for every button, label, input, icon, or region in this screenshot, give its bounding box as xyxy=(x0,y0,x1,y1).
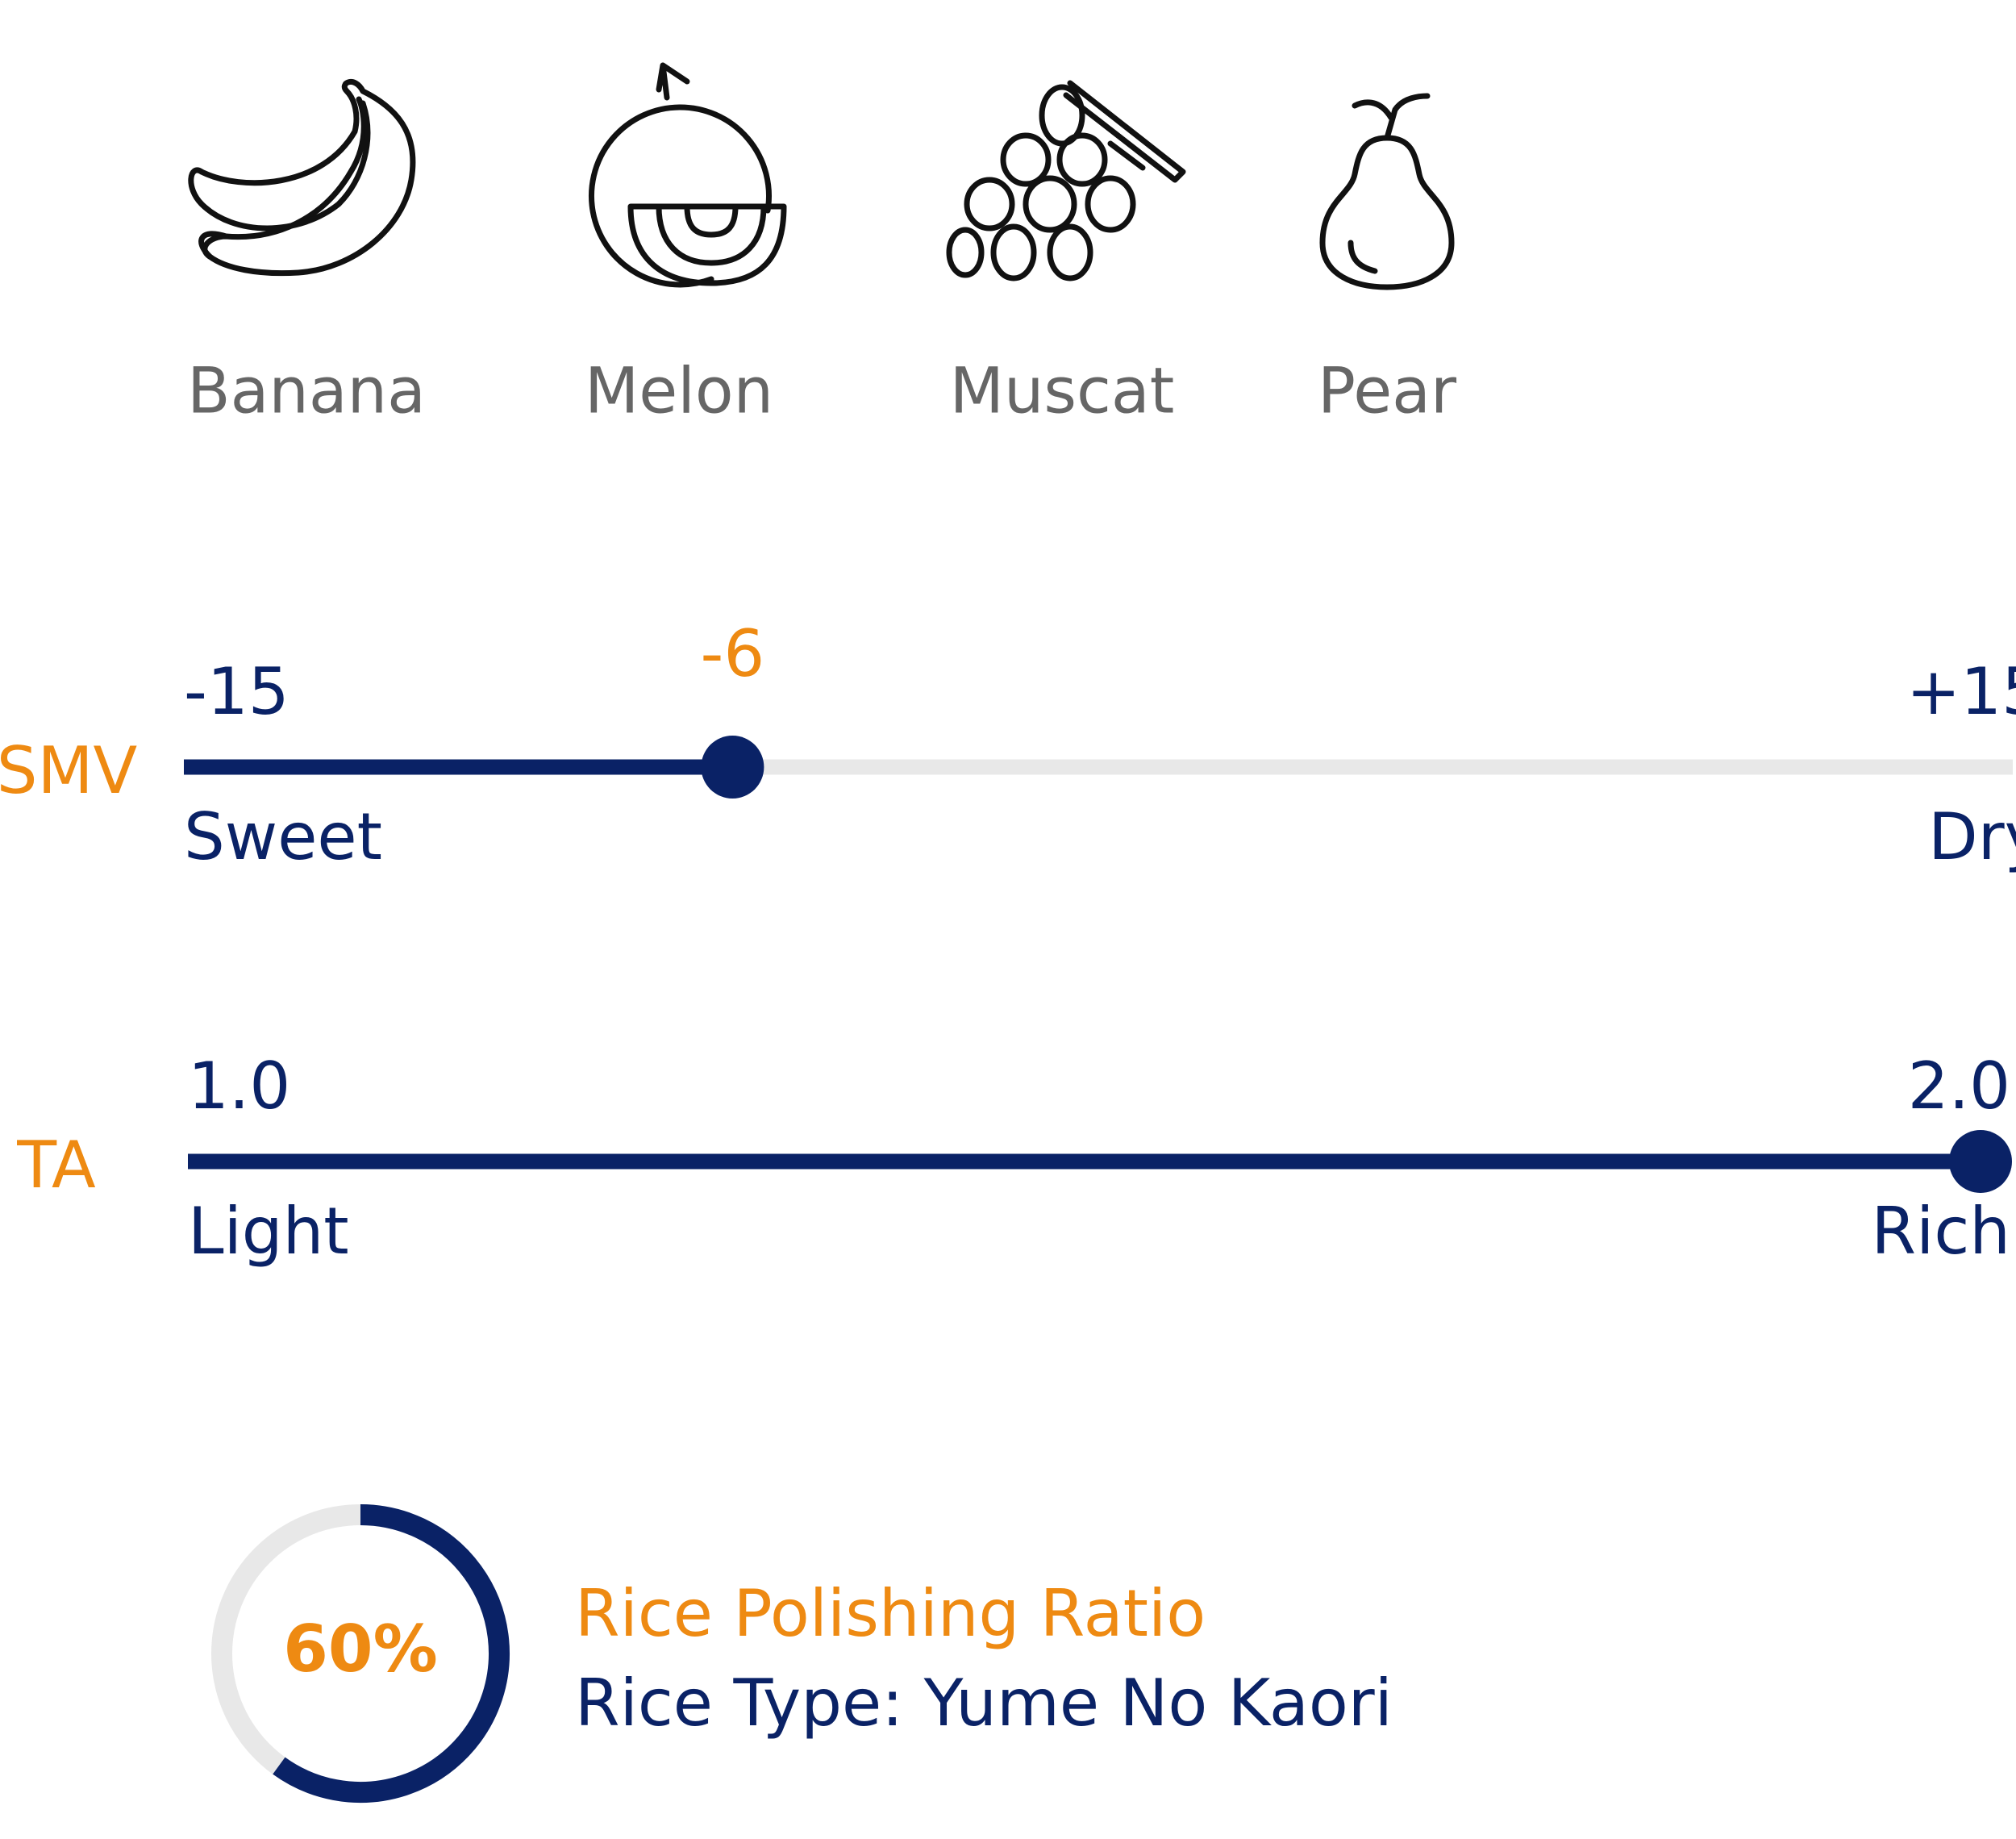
knob xyxy=(701,736,764,799)
ratio-value: 60% xyxy=(283,1612,437,1687)
slider-name: SMV xyxy=(0,733,138,808)
min-label: 1.0 xyxy=(188,1049,290,1124)
ratio-title: Rice Polishing Ratio xyxy=(575,1576,1206,1651)
rice-type: Rice Type: Yume No Kaori xyxy=(575,1666,1393,1741)
right-label: Dry xyxy=(1928,799,2016,874)
right-label: Rich xyxy=(1872,1194,2011,1269)
pear-icon xyxy=(1319,93,1455,290)
knob xyxy=(1949,1130,2012,1193)
value-label: -6 xyxy=(701,616,765,691)
left-label: Light xyxy=(188,1194,349,1269)
banana-icon xyxy=(188,79,416,277)
grapes-icon xyxy=(946,80,1186,281)
flavor-label: Pear xyxy=(1318,355,1457,427)
flavor-label: Banana xyxy=(187,355,426,427)
flavor-label: Melon xyxy=(585,355,773,427)
max-label: 2.0 xyxy=(1908,1049,2010,1124)
flavor-label: Muscat xyxy=(950,355,1175,427)
melon-icon xyxy=(589,62,787,288)
slider-name: TA xyxy=(16,1128,96,1203)
left-label: Sweet xyxy=(184,799,382,874)
ring-arc xyxy=(273,1504,510,1803)
min-label: -15 xyxy=(184,654,289,729)
max-label: +15 xyxy=(1906,654,2016,729)
